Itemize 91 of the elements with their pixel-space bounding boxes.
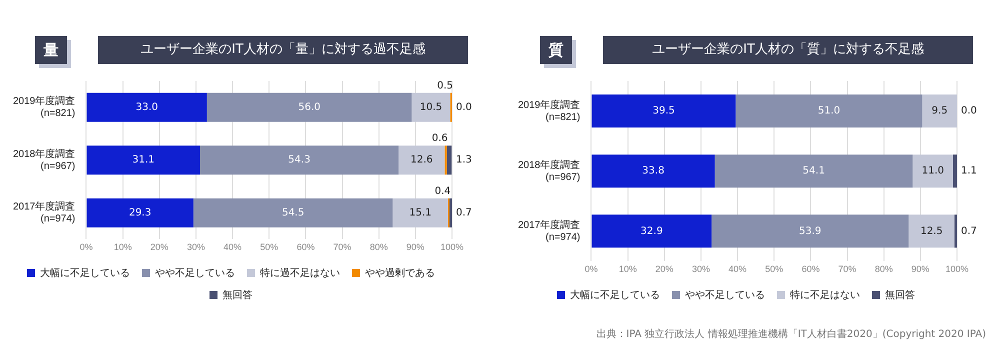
legend-label: やや過剰である (365, 266, 435, 279)
legend-label: やや不足している (155, 268, 235, 279)
bar (908, 214, 954, 248)
data-label: 32.9 (640, 226, 663, 237)
data-label: 0.7 (961, 226, 977, 237)
bar (912, 154, 953, 188)
legend-label: 特に過不足はない (260, 266, 340, 279)
bar (446, 146, 452, 175)
data-label: 31.1 (132, 154, 155, 166)
x-tick-label: 30% (692, 264, 710, 274)
x-tick-label: 90% (911, 264, 930, 274)
data-label: 0.7 (456, 207, 472, 218)
data-label: 39.5 (652, 106, 675, 117)
source-note: 出典：IPA 独立行政法人 情報処理推進機構「IT人材白書2020」(Copyright 2020 IPA) (596, 328, 986, 341)
data-label: 0.0 (456, 102, 472, 113)
data-label: 0.5 (437, 80, 454, 92)
data-label: 11.0 (922, 166, 944, 177)
y-tick-label: 2017年度調査 (n=974) (518, 218, 580, 243)
x-tick-label: 40% (728, 264, 747, 274)
x-tick-label: 40% (224, 242, 242, 252)
chart-subtitle: 量 (35, 36, 67, 64)
legend-label: やや不足している (685, 290, 765, 301)
bar (592, 214, 712, 248)
y-tick-label: 2019年度調査 (n=821) (12, 95, 76, 120)
data-label: 53.9 (799, 226, 822, 237)
x-tick-label: 100% (945, 264, 969, 274)
bar (206, 92, 412, 122)
y-tick-label: 2018年度調査 (n=967) (12, 148, 76, 172)
bar (86, 198, 194, 228)
x-tick-label: 80% (370, 242, 388, 252)
data-label: 1.3 (456, 154, 472, 166)
data-label: 12.5 (920, 226, 943, 237)
data-label: 12.6 (410, 154, 433, 166)
data-label: 0.0 (961, 106, 977, 117)
bar (392, 198, 448, 228)
x-tick-label: 20% (655, 264, 674, 274)
data-label: 10.5 (420, 102, 442, 113)
x-tick-label: 50% (765, 264, 784, 274)
data-label: 51.0 (818, 106, 840, 117)
bar (86, 92, 207, 122)
bar (200, 146, 399, 175)
x-tick-label: 10% (114, 242, 132, 252)
data-label: 33.0 (136, 102, 158, 113)
bar (592, 154, 715, 188)
x-tick-label: 60% (296, 242, 315, 252)
data-label: 0.6 (432, 133, 448, 144)
x-tick-label: 0% (80, 242, 93, 252)
bar (86, 146, 200, 175)
bar (954, 214, 957, 248)
chart-title: ユーザー企業のIT人材の「量」に対する過不足感 (98, 36, 468, 64)
x-tick-label: 20% (150, 242, 168, 252)
legend-label: 特に不足はない (790, 288, 860, 301)
y-tick-label: 2017年度調査 (n=974) (12, 200, 76, 225)
data-label: 9.5 (932, 106, 948, 117)
bar (592, 94, 736, 128)
bar (922, 94, 957, 128)
x-tick-label: 60% (802, 264, 820, 274)
data-label: 33.8 (642, 166, 664, 177)
bar (398, 146, 445, 175)
data-label: 29.3 (128, 207, 152, 218)
x-tick-label: 90% (406, 242, 424, 252)
data-label: 54.3 (288, 154, 310, 166)
legend-label: 大幅に不足している (40, 266, 130, 279)
data-label: 54.5 (282, 207, 304, 218)
x-tick-label: 100% (440, 242, 464, 252)
legend-label: 大幅に不足している (570, 288, 660, 301)
data-label: 54.1 (802, 166, 825, 177)
x-tick-label: 70% (838, 264, 856, 274)
x-tick-label: 50% (260, 242, 278, 252)
bar (736, 94, 922, 128)
x-tick-label: 80% (874, 264, 893, 274)
data-label: 56.0 (298, 102, 320, 113)
y-tick-label: 2018年度調査 (n=967) (518, 158, 580, 183)
x-tick-label: 30% (186, 242, 205, 252)
chart-title: ユーザー企業のIT人材の「質」に対する不足感 (603, 36, 973, 64)
x-tick-label: 0% (584, 264, 598, 274)
x-tick-label: 10% (618, 264, 637, 274)
x-tick-label: 70% (333, 242, 352, 252)
bar (712, 214, 909, 248)
data-label: 15.1 (409, 207, 432, 218)
legend-label: 無回答 (885, 288, 915, 301)
bar (193, 198, 393, 228)
bar (449, 198, 452, 228)
bar (952, 154, 957, 188)
bar (412, 92, 450, 122)
data-label: 0.4 (434, 186, 451, 197)
y-tick-label: 2019年度調査 (n=821) (518, 98, 580, 123)
chart-subtitle: 質 (540, 36, 572, 64)
data-label: 1.1 (961, 166, 977, 177)
bar (714, 154, 913, 188)
legend-label: 無回答 (222, 288, 252, 301)
